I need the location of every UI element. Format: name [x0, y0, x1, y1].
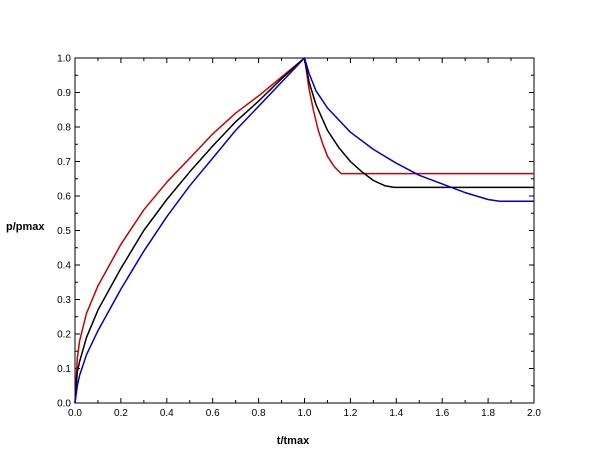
x-tick-label: 0.0 [68, 408, 82, 419]
x-tick-label: 0.4 [160, 408, 174, 419]
x-tick-label: 1.0 [298, 408, 312, 419]
y-tick-label: 0.3 [57, 295, 71, 306]
x-tick-label: 0.6 [206, 408, 220, 419]
y-axis-label: p/pmax [6, 221, 45, 233]
series-layer [74, 57, 534, 404]
y-tick-label: 0.6 [57, 192, 71, 203]
series-line-2 [74, 57, 534, 404]
x-tick-label: 0.2 [114, 408, 128, 419]
x-tick-label: 0.8 [252, 408, 266, 419]
x-tick-label: 1.6 [435, 408, 449, 419]
x-tick-label: 1.8 [481, 408, 495, 419]
x-axis-label: t/tmax [277, 435, 310, 447]
y-tick-label: 0.8 [57, 123, 71, 134]
y-tick-label: 0.2 [57, 330, 71, 341]
x-axis-ticks: 0.0 0.2 0.4 0.6 0.8 1.0 1.2 1.4 1.6 1.8 2.0 [68, 58, 541, 419]
x-tick-label: 1.2 [343, 408, 357, 419]
x-tick-label: 1.4 [389, 408, 403, 419]
y-tick-label: 0.4 [57, 261, 71, 272]
x-tick-label: 2.0 [527, 408, 541, 419]
y-tick-label: 0.9 [57, 88, 71, 99]
y-tick-label: 0.0 [57, 399, 71, 410]
y-tick-label: 0.7 [57, 157, 71, 168]
y-tick-label: 0.1 [57, 364, 71, 375]
y-axis-ticks: 0.0 0.1 0.2 0.3 0.4 0.5 0.6 0.7 0.8 0.9 1.0 [57, 54, 534, 410]
y-tick-label: 0.5 [57, 226, 71, 237]
y-tick-label: 1.0 [57, 54, 71, 65]
series-line-3 [74, 57, 534, 404]
